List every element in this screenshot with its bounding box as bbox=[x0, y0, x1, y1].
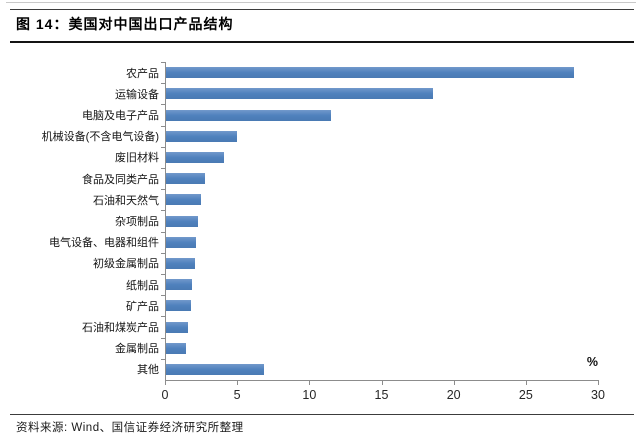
category-label: 矿产品 bbox=[126, 300, 159, 313]
bar bbox=[166, 173, 205, 185]
category-label: 纸制品 bbox=[126, 279, 159, 292]
y-axis-tick bbox=[161, 232, 165, 233]
bar bbox=[166, 194, 201, 206]
bar bbox=[166, 342, 187, 354]
category-label: 废旧材料 bbox=[115, 152, 159, 165]
x-tick-label: 25 bbox=[518, 388, 533, 402]
x-tick-label: 20 bbox=[446, 388, 461, 402]
category-label: 金属制品 bbox=[115, 343, 159, 356]
y-axis-tick bbox=[161, 295, 165, 296]
x-axis-line bbox=[165, 380, 599, 381]
x-tick-label: 10 bbox=[302, 388, 317, 402]
y-axis-tick bbox=[161, 338, 165, 339]
y-axis-tick bbox=[161, 126, 165, 127]
y-axis-line bbox=[165, 62, 166, 380]
x-axis-tick bbox=[165, 381, 166, 385]
bar bbox=[166, 236, 197, 248]
bar bbox=[166, 88, 434, 100]
bar bbox=[166, 279, 192, 291]
x-axis-tick bbox=[381, 381, 383, 385]
bar bbox=[166, 130, 237, 142]
y-axis-tick bbox=[161, 359, 165, 360]
category-label: 其他 bbox=[137, 364, 159, 377]
bar bbox=[166, 67, 575, 79]
bar bbox=[166, 109, 331, 121]
category-label: 石油和煤炭产品 bbox=[82, 321, 159, 334]
category-label: 初级金属制品 bbox=[93, 258, 159, 271]
header-top-divider bbox=[10, 9, 634, 10]
x-axis-tick bbox=[598, 381, 599, 385]
y-axis-tick bbox=[161, 189, 165, 190]
category-label: 石油和天然气 bbox=[93, 194, 159, 207]
x-tick-label: 0 bbox=[161, 388, 169, 402]
bar bbox=[166, 300, 191, 312]
x-axis-unit-label: % bbox=[586, 355, 598, 369]
y-axis-tick bbox=[161, 104, 165, 105]
x-tick-label: 5 bbox=[233, 388, 241, 402]
category-label: 机械设备(不含电气设备) bbox=[41, 131, 159, 144]
x-axis-tick bbox=[309, 381, 311, 385]
x-axis-tick bbox=[453, 381, 455, 385]
y-axis-tick bbox=[161, 147, 165, 148]
y-axis-tick bbox=[161, 316, 165, 317]
y-axis-tick bbox=[161, 168, 165, 169]
y-axis-tick bbox=[161, 253, 165, 254]
category-label: 运输设备 bbox=[115, 88, 159, 101]
y-axis-tick bbox=[161, 274, 165, 275]
source-note: 资料来源: Wind、国信证券经济研究所整理 bbox=[16, 422, 244, 434]
category-label: 农产品 bbox=[126, 67, 159, 80]
bar bbox=[166, 151, 224, 163]
category-label: 食品及同类产品 bbox=[82, 173, 159, 186]
bar bbox=[166, 215, 198, 227]
bar bbox=[166, 257, 195, 269]
y-axis-tick bbox=[161, 210, 165, 211]
category-label: 电脑及电子产品 bbox=[82, 109, 159, 122]
category-label: 杂项制品 bbox=[115, 215, 159, 228]
category-label: 电气设备、电器和组件 bbox=[49, 237, 159, 250]
footer-divider bbox=[10, 414, 634, 415]
figure-title: 图 14：美国对中国出口产品结构 bbox=[16, 16, 234, 32]
x-axis-tick bbox=[525, 381, 527, 385]
x-tick-label: 30 bbox=[591, 388, 605, 402]
x-tick-label: 15 bbox=[374, 388, 389, 402]
header-bottom-divider bbox=[10, 41, 634, 43]
y-axis-tick bbox=[161, 83, 165, 84]
bar bbox=[166, 363, 265, 375]
bar bbox=[166, 321, 188, 333]
y-axis-tick bbox=[161, 62, 165, 63]
top-faint-divider bbox=[6, 2, 636, 3]
x-axis-tick bbox=[237, 381, 239, 385]
